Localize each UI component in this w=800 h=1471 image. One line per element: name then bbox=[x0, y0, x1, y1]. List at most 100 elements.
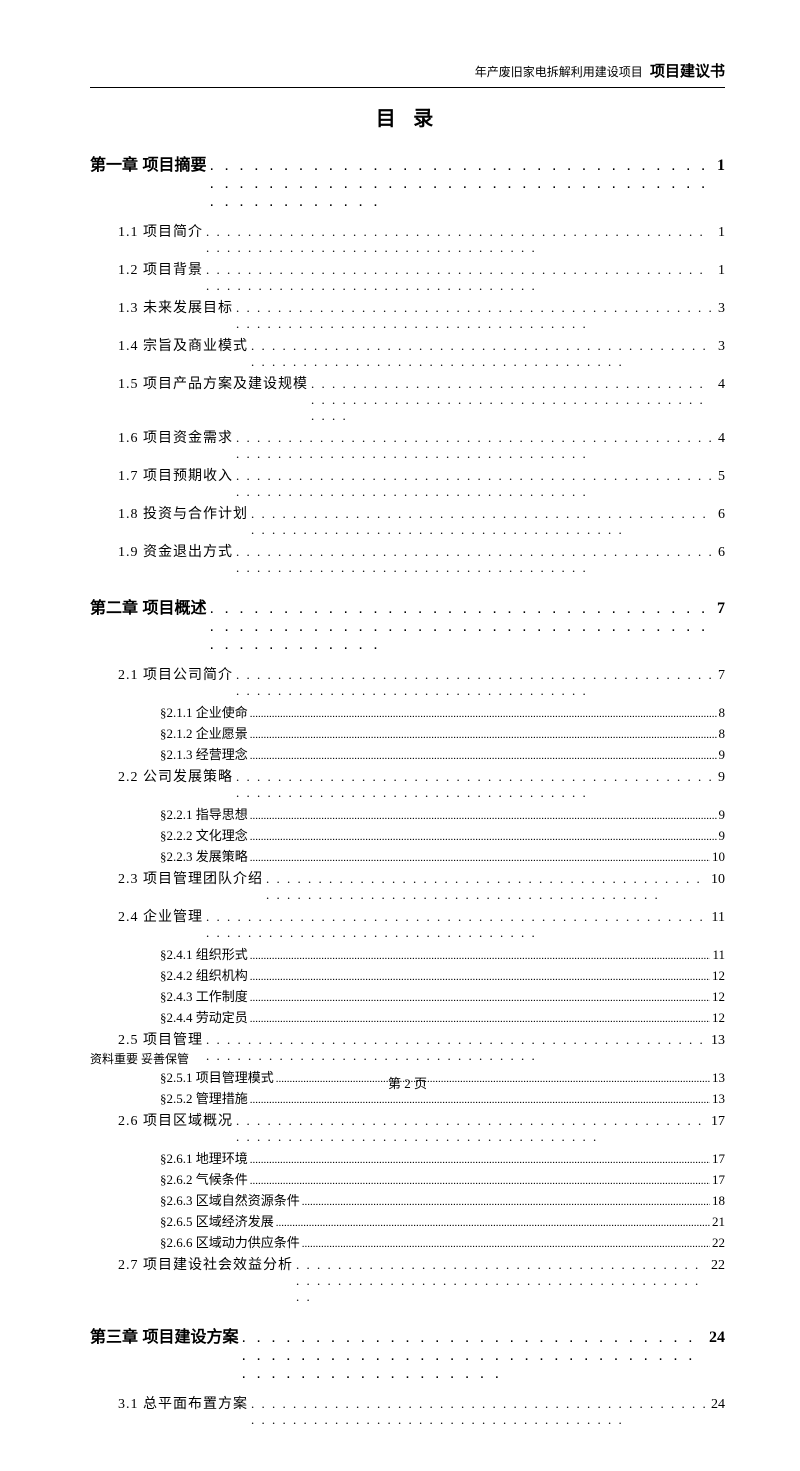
toc-label: 2.3 项目管理团队介绍 bbox=[118, 868, 263, 888]
toc-page: 8 bbox=[719, 726, 726, 742]
toc-label: 2.5 项目管理 bbox=[118, 1029, 203, 1049]
toc-dots: . . . . . . . . . . . . . . . . . . . . … bbox=[251, 506, 715, 538]
toc-body: 第一章 项目摘要 . . . . . . . . . . . . . . . .… bbox=[90, 151, 725, 1428]
toc-page: 6 bbox=[718, 507, 725, 523]
toc-section: 2.4 企业管理 . . . . . . . . . . . . . . . .… bbox=[118, 906, 725, 941]
toc-page: 7 bbox=[717, 600, 725, 618]
toc-section: 3.1 总平面布置方案 . . . . . . . . . . . . . . … bbox=[118, 1393, 725, 1428]
toc-dots: . . . . . . . . . . . . . . . . . . . . … bbox=[236, 667, 715, 699]
toc-section: 1.5 项目产品方案及建设规模 . . . . . . . . . . . . … bbox=[118, 373, 725, 424]
toc-page: 24 bbox=[709, 1329, 725, 1347]
toc-section: 1.4 宗旨及商业模式 . . . . . . . . . . . . . . … bbox=[118, 335, 725, 370]
toc-label: 2.7 项目建设社会效益分析 bbox=[118, 1254, 293, 1274]
toc-label: 2.6 项目区域概况 bbox=[118, 1110, 233, 1130]
toc-page: 11 bbox=[712, 910, 725, 926]
toc-page: 12 bbox=[712, 989, 725, 1005]
toc-page: 17 bbox=[711, 1114, 725, 1130]
toc-dots: ........................................… bbox=[250, 1175, 710, 1187]
toc-section: 1.2 项目背景 . . . . . . . . . . . . . . . .… bbox=[118, 259, 725, 294]
toc-label: 1.6 项目资金需求 bbox=[118, 427, 233, 447]
toc-subsection: §2.4.4 劳动定员.............................… bbox=[160, 1007, 725, 1026]
toc-subsection: §2.6.2 气候条件.............................… bbox=[160, 1169, 725, 1188]
toc-dots: . . . . . . . . . . . . . . . . . . . . … bbox=[206, 262, 715, 294]
toc-label: §2.6.6 区域动力供应条件 bbox=[160, 1232, 300, 1251]
toc-subsection: §2.2.2 文化理念.............................… bbox=[160, 825, 725, 844]
toc-dots: . . . . . . . . . . . . . . . . . . . . … bbox=[266, 871, 708, 903]
toc-subsection: §2.6.1 地理环境.............................… bbox=[160, 1148, 725, 1167]
toc-dots: ........................................… bbox=[250, 1094, 710, 1106]
toc-label: 1.9 资金退出方式 bbox=[118, 541, 233, 561]
toc-dots: . . . . . . . . . . . . . . . . . . . . … bbox=[209, 600, 714, 654]
toc-section: 1.8 投资与合作计划 . . . . . . . . . . . . . . … bbox=[118, 503, 725, 538]
page-number: 第 2 页 bbox=[90, 1073, 725, 1092]
toc-page: 9 bbox=[718, 770, 725, 786]
toc-label: 1.8 投资与合作计划 bbox=[118, 503, 248, 523]
toc-subsection: §2.4.2 组织机构.............................… bbox=[160, 965, 725, 984]
toc-dots: ........................................… bbox=[250, 831, 717, 843]
toc-dots: ........................................… bbox=[250, 729, 717, 741]
toc-subsection: §2.1.2 企业愿景.............................… bbox=[160, 723, 725, 742]
toc-page: 17 bbox=[712, 1172, 725, 1188]
toc-label: §2.2.1 指导思想 bbox=[160, 804, 248, 823]
toc-section: 2.2 公司发展策略 . . . . . . . . . . . . . . .… bbox=[118, 766, 725, 801]
toc-title: 目 录 bbox=[90, 102, 725, 131]
toc-dots: . . . . . . . . . . . . . . . . . . . . … bbox=[251, 1396, 708, 1428]
toc-subsection: §2.2.1 指导思想.............................… bbox=[160, 804, 725, 823]
document-page: 年产废旧家电拆解利用建设项目 项目建议书 目 录 第一章 项目摘要 . . . … bbox=[0, 0, 800, 1471]
toc-dots: . . . . . . . . . . . . . . . . . . . . … bbox=[236, 300, 715, 332]
toc-dots: . . . . . . . . . . . . . . . . . . . . … bbox=[296, 1257, 708, 1305]
toc-label: 第二章 项目概述 bbox=[90, 594, 206, 618]
toc-chapter: 第三章 项目建设方案 . . . . . . . . . . . . . . .… bbox=[90, 1323, 725, 1383]
toc-page: 1 bbox=[718, 225, 725, 241]
toc-section: 1.9 资金退出方式 . . . . . . . . . . . . . . .… bbox=[118, 541, 725, 576]
toc-page: 9 bbox=[719, 747, 726, 763]
toc-subsection: §2.1.1 企业使命.............................… bbox=[160, 702, 725, 721]
header-rule bbox=[90, 87, 725, 88]
toc-dots: ........................................… bbox=[250, 708, 717, 720]
toc-section: 1.7 项目预期收入 . . . . . . . . . . . . . . .… bbox=[118, 465, 725, 500]
toc-chapter: 第二章 项目概述 . . . . . . . . . . . . . . . .… bbox=[90, 594, 725, 654]
toc-section: 1.6 项目资金需求 . . . . . . . . . . . . . . .… bbox=[118, 427, 725, 462]
toc-label: 3.1 总平面布置方案 bbox=[118, 1393, 248, 1413]
toc-label: §2.4.4 劳动定员 bbox=[160, 1007, 248, 1026]
toc-label: 1.2 项目背景 bbox=[118, 259, 203, 279]
toc-dots: ........................................… bbox=[250, 971, 710, 983]
toc-page: 11 bbox=[712, 947, 725, 963]
toc-label: §2.1.1 企业使命 bbox=[160, 702, 248, 721]
toc-subsection: §2.1.3 经营理念.............................… bbox=[160, 744, 725, 763]
toc-label: §2.6.3 区域自然资源条件 bbox=[160, 1190, 300, 1209]
header-title: 项目建议书 bbox=[650, 64, 725, 80]
toc-label: §2.4.1 组织形式 bbox=[160, 944, 248, 963]
toc-page: 3 bbox=[718, 339, 725, 355]
toc-page: 9 bbox=[719, 807, 726, 823]
toc-label: §2.4.2 组织机构 bbox=[160, 965, 248, 984]
toc-label: 2.2 公司发展策略 bbox=[118, 766, 233, 786]
toc-subsection: §2.6.6 区域动力供应条件.........................… bbox=[160, 1232, 725, 1251]
toc-page: 7 bbox=[718, 668, 725, 684]
toc-section: 2.3 项目管理团队介绍 . . . . . . . . . . . . . .… bbox=[118, 868, 725, 903]
toc-page: 1 bbox=[717, 157, 725, 175]
toc-section: 1.3 未来发展目标 . . . . . . . . . . . . . . .… bbox=[118, 297, 725, 332]
toc-page: 24 bbox=[711, 1397, 725, 1413]
toc-dots: . . . . . . . . . . . . . . . . . . . . … bbox=[311, 376, 715, 424]
toc-page: 22 bbox=[711, 1258, 725, 1274]
toc-dots: ........................................… bbox=[250, 950, 711, 962]
toc-dots: . . . . . . . . . . . . . . . . . . . . … bbox=[206, 909, 709, 941]
toc-section: 2.6 项目区域概况 . . . . . . . . . . . . . . .… bbox=[118, 1110, 725, 1145]
toc-dots: ........................................… bbox=[250, 852, 710, 864]
toc-page: 4 bbox=[718, 431, 725, 447]
toc-subsection: §2.6.3 区域自然资源条件.........................… bbox=[160, 1190, 725, 1209]
toc-dots: . . . . . . . . . . . . . . . . . . . . … bbox=[236, 1113, 708, 1145]
toc-label: 第三章 项目建设方案 bbox=[90, 1323, 238, 1347]
toc-page: 13 bbox=[711, 1033, 725, 1049]
toc-page: 10 bbox=[712, 849, 725, 865]
toc-page: 18 bbox=[712, 1193, 725, 1209]
toc-label: 2.1 项目公司简介 bbox=[118, 664, 233, 684]
toc-section: 1.1 项目简介 . . . . . . . . . . . . . . . .… bbox=[118, 221, 725, 256]
toc-label: 2.4 企业管理 bbox=[118, 906, 203, 926]
toc-page: 21 bbox=[712, 1214, 725, 1230]
toc-page: 17 bbox=[712, 1151, 725, 1167]
toc-dots: . . . . . . . . . . . . . . . . . . . . … bbox=[236, 468, 715, 500]
toc-chapter: 第一章 项目摘要 . . . . . . . . . . . . . . . .… bbox=[90, 151, 725, 211]
toc-dots: . . . . . . . . . . . . . . . . . . . . … bbox=[206, 224, 715, 256]
